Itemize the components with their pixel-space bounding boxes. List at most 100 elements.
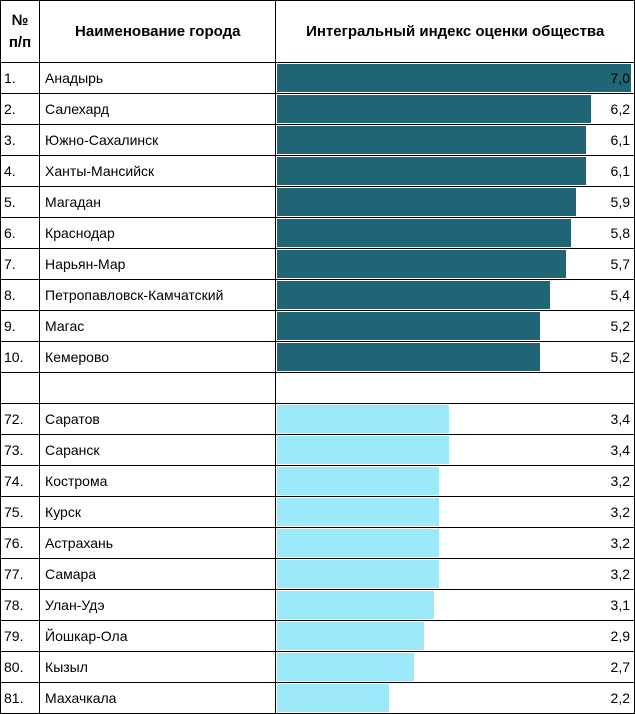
- value-label: 5,2: [610, 318, 630, 334]
- city-name: Махачкала: [39, 682, 277, 714]
- bar-cell: 2,9: [275, 620, 635, 652]
- row-number: 4.: [0, 155, 41, 187]
- value-label: 3,4: [610, 411, 630, 427]
- city-name: Кызыл: [39, 651, 277, 683]
- row-number: 7.: [0, 248, 41, 280]
- index-bar: [277, 529, 440, 557]
- table-row: 81. Махачкала 2,2: [0, 682, 635, 714]
- value-label: 2,7: [610, 659, 630, 675]
- empty-cell: [275, 372, 635, 404]
- index-bar: [277, 126, 586, 154]
- bar-cell: 3,2: [275, 465, 635, 497]
- row-number: 6.: [0, 217, 41, 249]
- bar-cell: 3,1: [275, 589, 635, 621]
- index-bar: [277, 312, 541, 340]
- row-number: 77.: [0, 558, 41, 590]
- empty-cell: [39, 372, 277, 404]
- table-row: 74. Кострома 3,2: [0, 465, 635, 497]
- table-row: 9. Магас 5,2: [0, 310, 635, 342]
- table-row: 80. Кызыл 2,7: [0, 651, 635, 683]
- bar-cell: 5,2: [275, 341, 635, 373]
- city-name: Самара: [39, 558, 277, 590]
- bar-cell: 5,4: [275, 279, 635, 311]
- index-bar: [277, 684, 389, 712]
- city-header: Наименование города: [39, 0, 277, 63]
- index-bar: [277, 467, 440, 495]
- row-number: 5.: [0, 186, 41, 218]
- bar-cell: 3,2: [275, 527, 635, 559]
- row-number: 78.: [0, 589, 41, 621]
- value-label: 6,2: [610, 101, 630, 117]
- value-label: 6,1: [610, 163, 630, 179]
- value-label: 7,0: [610, 70, 630, 86]
- table-row: 72. Саратов 3,4: [0, 403, 635, 435]
- table-row: 75. Курск 3,2: [0, 496, 635, 528]
- value-label: 3,2: [610, 535, 630, 551]
- table-row: 7. Нарьян-Мар 5,7: [0, 248, 635, 280]
- city-name: Магадан: [39, 186, 277, 218]
- table-row: 77. Самара 3,2: [0, 558, 635, 590]
- value-label: 3,1: [610, 597, 630, 613]
- bar-cell: 5,8: [275, 217, 635, 249]
- value-label: 5,9: [610, 194, 630, 210]
- bar-cell: 3,2: [275, 558, 635, 590]
- index-bar: [277, 343, 541, 371]
- row-number: 72.: [0, 403, 41, 435]
- row-number: 75.: [0, 496, 41, 528]
- index-bar: [277, 188, 576, 216]
- table-row: 1. Анадырь 7,0: [0, 62, 635, 94]
- index-bar: [277, 560, 440, 588]
- row-number: 74.: [0, 465, 41, 497]
- bar-cell: 3,4: [275, 403, 635, 435]
- value-label: 5,7: [610, 256, 630, 272]
- value-label: 2,9: [610, 628, 630, 644]
- city-name: Саранск: [39, 434, 277, 466]
- value-label: 6,1: [610, 132, 630, 148]
- city-name: Ханты-Мансийск: [39, 155, 277, 187]
- bar-cell: 5,9: [275, 186, 635, 218]
- value-label: 3,2: [610, 504, 630, 520]
- table-row: 73. Саранск 3,4: [0, 434, 635, 466]
- index-bar: [277, 405, 450, 433]
- row-number: 1.: [0, 62, 41, 94]
- row-number: 3.: [0, 124, 41, 156]
- index-bar: [277, 157, 586, 185]
- table-row: 8. Петропавловск-Камчатский 5,4: [0, 279, 635, 311]
- row-number: 79.: [0, 620, 41, 652]
- index-bar: [277, 498, 440, 526]
- row-number: 9.: [0, 310, 41, 342]
- value-label: 5,4: [610, 287, 630, 303]
- table-row: 6. Краснодар 5,8: [0, 217, 635, 249]
- bar-cell: 5,2: [275, 310, 635, 342]
- city-name: Магас: [39, 310, 277, 342]
- city-name: Анадырь: [39, 62, 277, 94]
- number-header: № п/п: [0, 0, 41, 63]
- index-header: Интегральный индекс оценки общества: [275, 0, 635, 63]
- bar-cell: 6,2: [275, 93, 635, 125]
- index-bar: [277, 95, 591, 123]
- city-name: Салехард: [39, 93, 277, 125]
- city-name: Кемерово: [39, 341, 277, 373]
- table-row: 4. Ханты-Мансийск 6,1: [0, 155, 635, 187]
- table-row: 2. Салехард 6,2: [0, 93, 635, 125]
- bar-cell: 3,4: [275, 434, 635, 466]
- index-bar: [277, 219, 571, 247]
- row-number: 80.: [0, 651, 41, 683]
- value-label: 5,8: [610, 225, 630, 241]
- bar-cell: 6,1: [275, 124, 635, 156]
- city-name: Южно-Сахалинск: [39, 124, 277, 156]
- row-number: 73.: [0, 434, 41, 466]
- table-row: 78. Улан-Удэ 3,1: [0, 589, 635, 621]
- row-number: 10.: [0, 341, 41, 373]
- table-row: 3. Южно-Сахалинск 6,1: [0, 124, 635, 156]
- index-bar: [277, 653, 414, 681]
- city-name: Улан-Удэ: [39, 589, 277, 621]
- index-bar: [277, 591, 435, 619]
- city-name: Кострома: [39, 465, 277, 497]
- value-label: 3,2: [610, 566, 630, 582]
- header-row: № п/п Наименование города Интегральный и…: [0, 0, 635, 63]
- row-number: 2.: [0, 93, 41, 125]
- row-number: 81.: [0, 682, 41, 714]
- city-name: Курск: [39, 496, 277, 528]
